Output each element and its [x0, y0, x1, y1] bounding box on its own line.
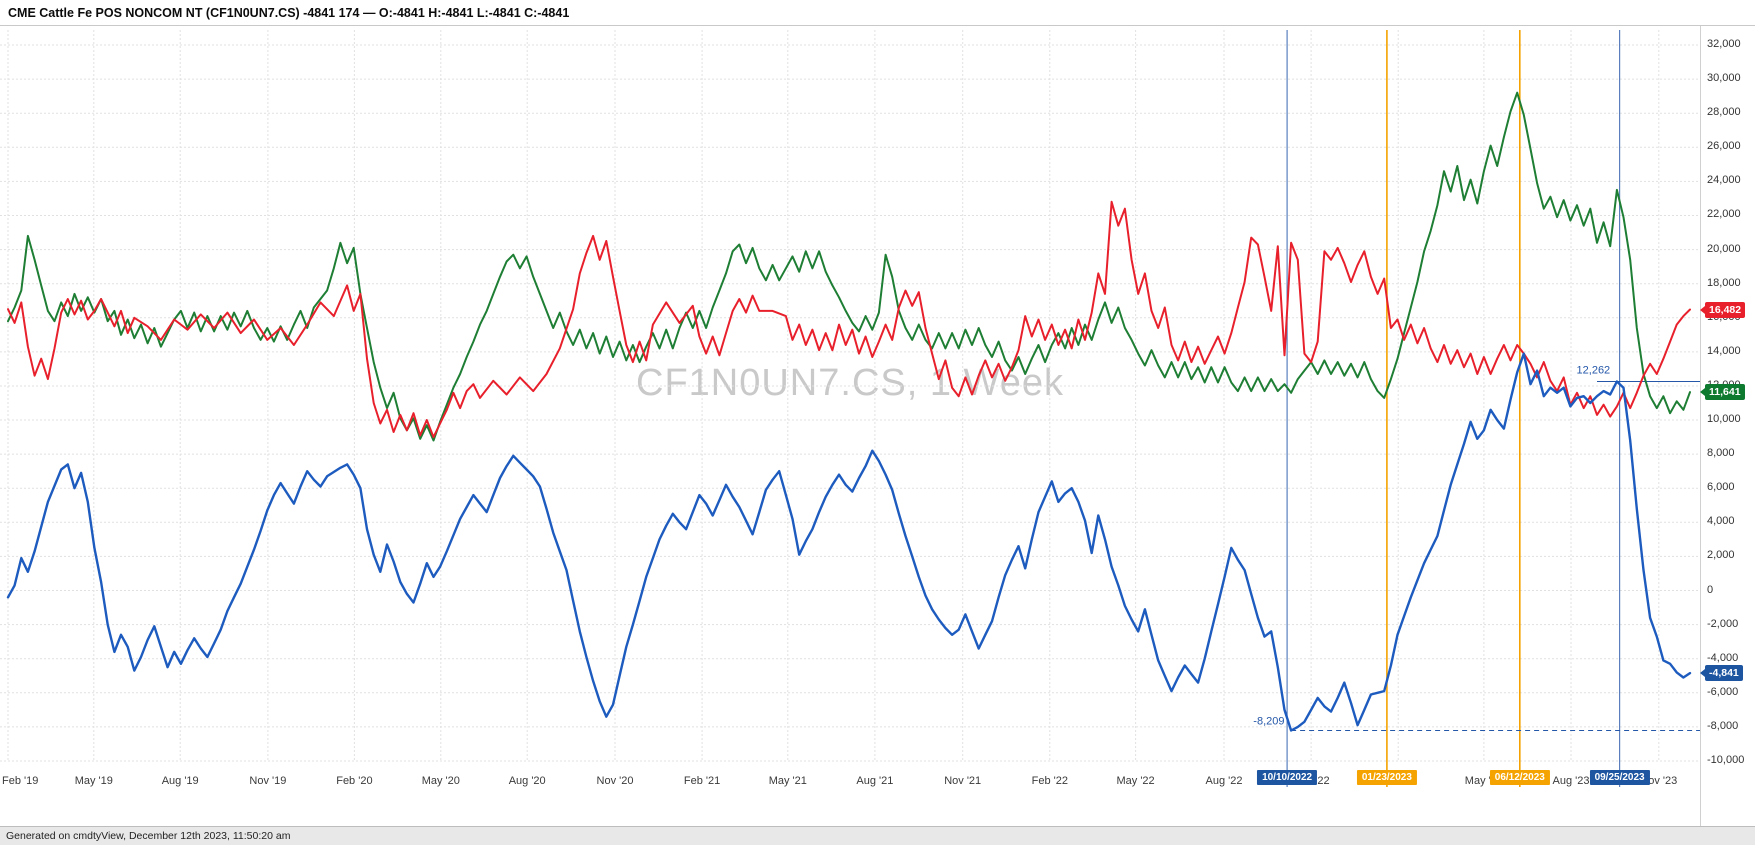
- y-axis-label: 32,000: [1707, 38, 1741, 50]
- y-axis-label: -10,000: [1707, 754, 1745, 766]
- x-axis-label: Nov '20: [597, 775, 634, 787]
- y-axis-label: 22,000: [1707, 208, 1741, 221]
- series-line-red[interactable]: [7, 200, 1691, 439]
- y-axis-label: 4,000: [1707, 515, 1735, 528]
- chart-watermark: CF1N0UN7.CS, 1 Week: [636, 362, 1064, 404]
- x-axis-label: May '22: [1117, 775, 1155, 787]
- chart-area[interactable]: CF1N0UN7.CS, 1 Week Feb '19 May '19 Aug '1…: [0, 26, 1755, 826]
- x-axis-label: Nov '21: [944, 775, 981, 787]
- y-axis-label: 30,000: [1707, 72, 1741, 85]
- chart-title: CME Cattle Fe POS NONCOM NT (CF1N0UN7.CS…: [8, 5, 570, 20]
- status-bar: Generated on cmdtyView, December 12th 20…: [0, 826, 1755, 845]
- x-axis-label: Aug '23: [1553, 775, 1590, 787]
- y-axis-label: 10,000: [1707, 413, 1741, 426]
- y-axis-label: 28,000: [1707, 106, 1741, 119]
- y-axis-label: 2,000: [1707, 549, 1735, 562]
- price-chart-canvas[interactable]: Feb '19 May '19 Aug '19 Nov '19 Feb '20 May '…: [0, 26, 1755, 826]
- x-axis-label: Feb '19: [2, 775, 38, 787]
- chart-header: CME Cattle Fe POS NONCOM NT (CF1N0UN7.CS…: [0, 0, 1755, 26]
- series-line-green[interactable]: [7, 91, 1691, 442]
- x-axis-label: Feb '22: [1032, 775, 1068, 787]
- price-axis[interactable]: -10,000 -8,000 -6,000 -4,000 -2,000 0 2,000 4,0…: [1699, 26, 1755, 826]
- x-axis-label: May '21: [769, 775, 807, 787]
- x-axis-label: Aug '19: [162, 775, 199, 787]
- y-axis-label: 26,000: [1707, 140, 1741, 153]
- x-axis-label: Aug '22: [1206, 775, 1243, 787]
- x-axis-event-chips: 10/10/2022 01/23/2023 06/12/2023 09/25/2023: [0, 26, 1755, 826]
- event-date-chip[interactable]: 01/23/2023: [1356, 770, 1417, 785]
- y-axis-label: -6,000: [1707, 685, 1739, 698]
- y-axis-label: 8,000: [1707, 447, 1735, 460]
- y-axis-label: 18,000: [1707, 276, 1741, 289]
- y-axis-label: 6,000: [1707, 481, 1735, 494]
- x-axis-label: Feb '20: [336, 775, 372, 787]
- event-date-chip[interactable]: 06/12/2023: [1489, 770, 1550, 785]
- y-axis-label: -4,000: [1707, 651, 1739, 664]
- x-axis-label: Aug '20: [509, 775, 546, 787]
- event-date-chip[interactable]: 09/25/2023: [1589, 770, 1650, 785]
- last-price-chip-cf1n0un7: -4,841: [1700, 665, 1743, 682]
- series-line-cf1n0un7[interactable]: [6, 352, 1692, 732]
- x-axis-label: Aug '21: [856, 775, 893, 787]
- annotation-label: -8,209: [1253, 716, 1284, 728]
- y-axis-label: 14,000: [1707, 344, 1741, 357]
- y-axis-label: 24,000: [1707, 174, 1741, 187]
- x-axis-label: May '20: [422, 775, 460, 787]
- y-axis-label: 20,000: [1707, 242, 1741, 255]
- annotation-label: 12,262: [1577, 365, 1611, 377]
- x-axis-label: Nov '19: [249, 775, 286, 787]
- y-axis-label: 0: [1707, 583, 1714, 596]
- x-axis-label: May '19: [75, 775, 113, 787]
- generated-label: Generated on cmdtyView, December 12th 20…: [6, 830, 291, 842]
- last-price-chip-green: 11,641: [1700, 384, 1745, 401]
- event-date-chip[interactable]: 10/10/2022: [1257, 770, 1318, 785]
- x-axis-label: Feb '21: [684, 775, 720, 787]
- last-price-chip-red: 16,482: [1699, 301, 1746, 318]
- y-axis-label: -8,000: [1707, 719, 1739, 732]
- y-axis-label: -2,000: [1707, 617, 1739, 630]
